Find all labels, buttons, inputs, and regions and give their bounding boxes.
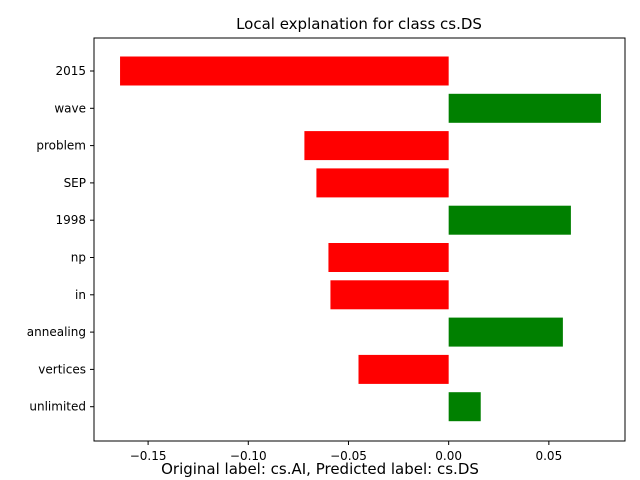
y-tick-label: unlimited: [29, 400, 86, 414]
bar-SEP: [316, 168, 449, 198]
bars-group: [120, 56, 601, 422]
y-tick-label: 2015: [55, 64, 86, 78]
bar-unlimited: [448, 392, 481, 422]
y-axis-ticks: 2015 wave problem SEP 1998 np in annealing verti…: [27, 64, 94, 414]
y-tick-label: wave: [54, 101, 86, 115]
x-axis-ticks: −0.15 −0.10 −0.05 0.00 0.05: [130, 441, 562, 463]
bar-annealing: [448, 317, 563, 347]
plot-frame: [93, 37, 626, 442]
x-tick-label: 0.05: [535, 449, 562, 463]
bar-vertices: [358, 354, 449, 384]
chart-title: Local explanation for class cs.DS: [236, 15, 482, 33]
y-tick-label: problem: [36, 139, 86, 153]
x-tick-label: −0.10: [230, 449, 267, 463]
bar-wave: [448, 93, 601, 123]
y-tick-label: 1998: [55, 213, 86, 227]
y-tick-label: annealing: [27, 325, 86, 339]
bar-1998: [448, 205, 571, 235]
x-tick-label: −0.15: [130, 449, 167, 463]
bar-in: [330, 280, 449, 310]
x-tick-label: −0.05: [330, 449, 367, 463]
bar-np: [328, 243, 449, 272]
y-tick-label: in: [75, 288, 86, 302]
bar-2015: [120, 56, 449, 86]
y-tick-label: SEP: [64, 176, 86, 190]
y-tick-label: np: [71, 251, 86, 265]
chart-caption: Original label: cs.AI, Predicted label: …: [161, 460, 479, 478]
x-tick-label: 0.00: [435, 449, 462, 463]
bar-problem: [304, 131, 449, 161]
y-tick-label: vertices: [38, 362, 86, 376]
